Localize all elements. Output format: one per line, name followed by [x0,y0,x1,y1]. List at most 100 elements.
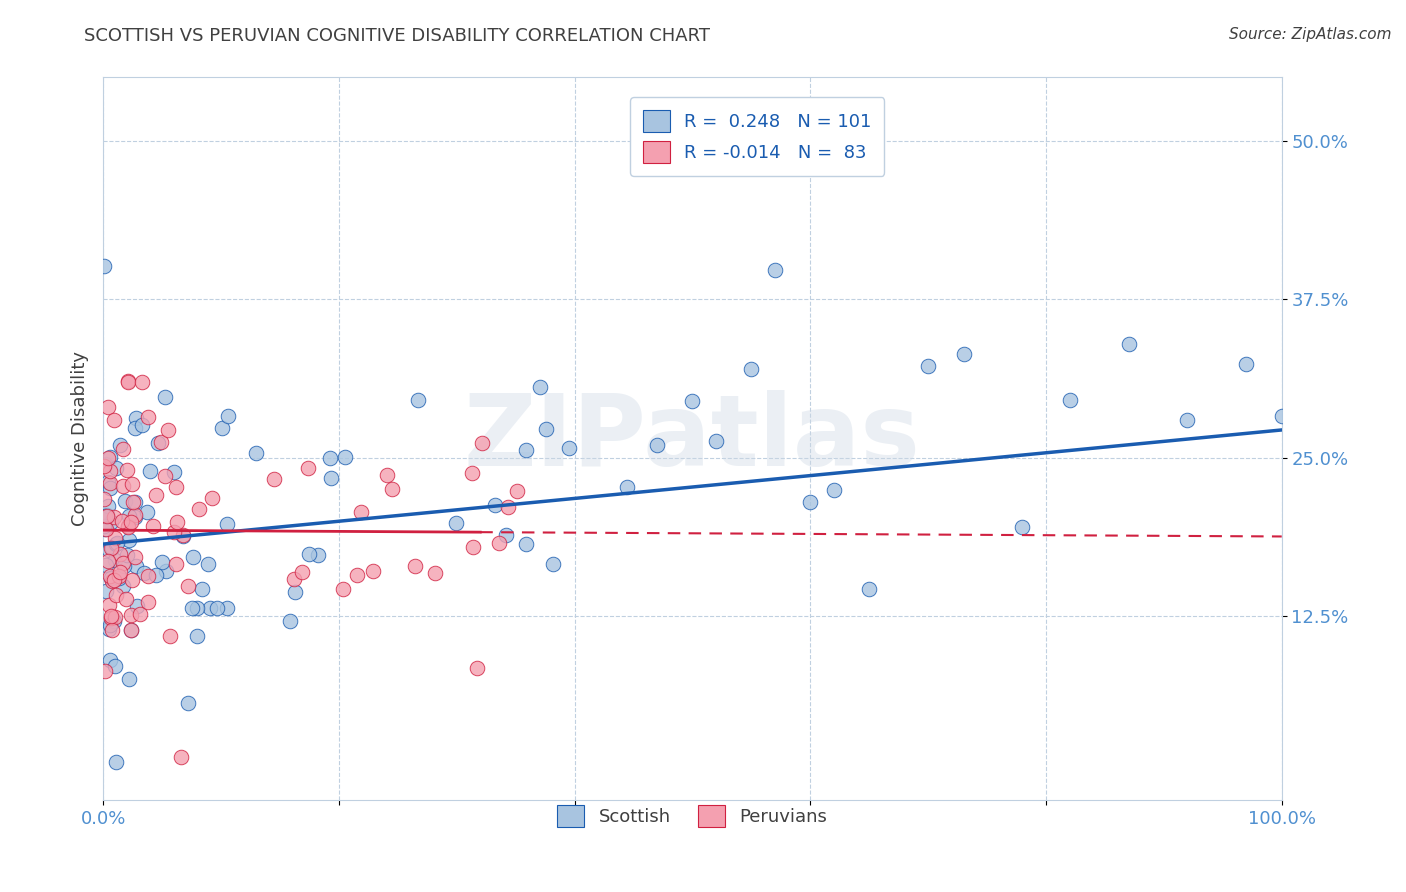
Point [98,475,121,490]
Point [461,540,484,554]
Point [159,630,181,644]
Point [645,437,668,451]
Point [120,608,142,623]
Point [111,479,134,493]
Point [112,558,135,573]
Point [120,623,142,637]
Point [100,609,122,624]
Point [98,464,121,478]
Point [124,508,146,523]
Point [799,495,821,509]
Point [150,435,173,450]
Point [155,564,177,578]
Point [740,362,762,376]
Point [96,508,118,523]
Point [131,375,153,389]
Point [124,410,146,425]
Point [186,629,208,643]
Point [103,573,125,587]
Point [423,566,446,580]
Point [120,624,142,638]
Point [278,614,301,628]
Point [118,508,141,523]
Point [1059,392,1081,407]
Point [201,491,224,506]
Point [319,471,342,485]
Point [163,465,186,479]
Point [108,438,131,452]
Point [120,516,142,530]
Point [495,528,517,542]
Point [529,380,551,394]
Point [96,554,118,568]
Point [145,488,167,502]
Point [114,591,136,606]
Point [155,469,177,483]
Point [118,533,141,547]
Point [471,436,494,450]
Point [298,547,321,561]
Point [93,259,115,273]
Point [163,524,186,539]
Point [215,516,238,531]
Point [515,537,537,551]
Point [145,567,167,582]
Point [104,610,127,624]
Point [105,536,128,550]
Point [496,500,519,515]
Point [211,420,233,434]
Point [117,520,139,534]
Point [488,536,510,550]
Point [172,527,194,541]
Point [198,600,221,615]
Point [100,571,122,585]
Point [404,559,426,574]
Point [121,573,143,587]
Point [558,441,581,455]
Point [218,409,240,423]
Text: ZIPatlas: ZIPatlas [464,391,921,487]
Point [98,542,121,557]
Point [110,565,132,579]
Point [197,558,219,572]
Point [1011,519,1033,533]
Point [917,359,939,373]
Point [96,584,118,599]
Point [291,566,314,580]
Point [165,480,187,494]
Point [93,492,115,507]
Point [108,571,131,585]
Point [335,450,357,465]
Point [96,509,118,524]
Point [181,549,204,564]
Point [165,558,187,572]
Point [104,461,127,475]
Point [541,558,564,572]
Point [135,505,157,519]
Point [94,523,117,537]
Point [94,665,117,679]
Point [181,601,204,615]
Point [117,518,139,533]
Point [98,481,121,495]
Point [361,564,384,578]
Point [124,509,146,524]
Point [177,696,200,710]
Point [136,569,159,583]
Point [1177,413,1199,427]
Y-axis label: Cognitive Disability: Cognitive Disability [72,351,89,526]
Point [460,466,482,480]
Point [104,659,127,673]
Point [858,582,880,596]
Point [112,579,135,593]
Point [131,417,153,432]
Point [94,523,117,537]
Point [112,442,135,456]
Point [146,436,169,450]
Point [1118,337,1140,351]
Point [100,541,122,556]
Point [307,548,329,562]
Point [117,376,139,390]
Point [136,409,159,424]
Point [111,514,134,528]
